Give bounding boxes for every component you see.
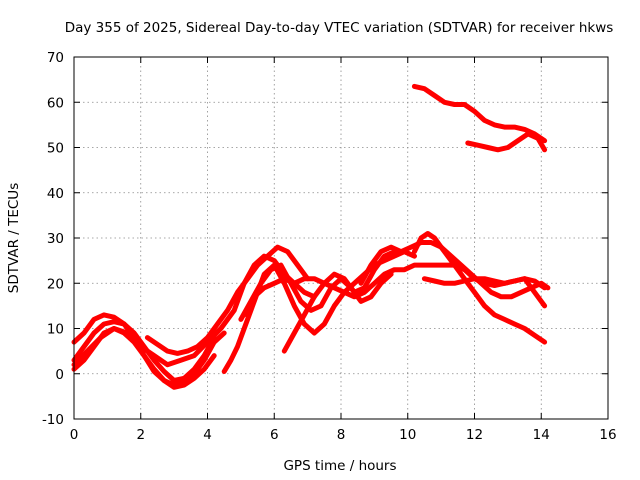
series-line-sat-13 [411,83,548,144]
y-tick-label: 60 [47,95,64,111]
y-axis-label: SDTVAR / TECUs [6,183,22,293]
data-series-group [71,83,551,390]
series-line-sat-10 [358,240,551,300]
series-line-sat-7 [238,262,394,322]
x-tick-label: 16 [599,427,616,443]
series-line-sat-11 [411,231,548,345]
series-line-sat-12 [421,276,548,309]
series-line-sat-2 [71,312,217,390]
axis-ticks: 0 2 4 6 8 10 12 14 16 -10 0 10 20 30 40 50 60 70 [42,50,617,443]
y-tick-label: 40 [47,186,64,202]
y-tick-label: 20 [47,276,64,292]
chart-title: Day 355 of 2025, Sidereal Day-to-day VTE… [65,20,614,36]
y-tick-label: 70 [47,50,64,66]
x-tick-label: 2 [136,427,145,443]
y-tick-label: -10 [42,412,64,428]
grid-lines [74,57,608,419]
y-tick-label: 50 [47,141,64,157]
x-tick-label: 4 [203,427,212,443]
x-tick-label: 8 [337,427,346,443]
y-tick-label: 30 [47,231,64,247]
series-line-sat-8 [241,262,548,318]
x-axis-label: GPS time / hours [283,458,396,474]
series-line-sat-14 [465,131,548,153]
x-tick-label: 14 [533,427,550,443]
x-tick-label: 0 [70,427,79,443]
x-tick-label: 10 [399,427,416,443]
y-tick-label: 0 [55,367,64,383]
x-tick-label: 6 [270,427,279,443]
series-line-sat-9 [281,249,417,354]
series-line-sat-5 [144,244,311,356]
x-tick-label: 12 [466,427,483,443]
y-tick-label: 10 [47,322,64,338]
